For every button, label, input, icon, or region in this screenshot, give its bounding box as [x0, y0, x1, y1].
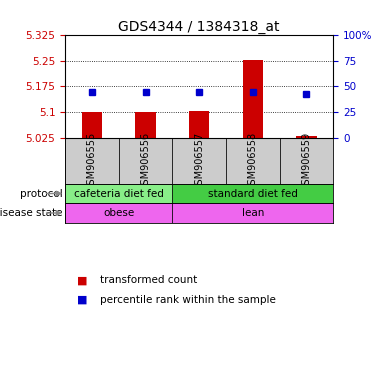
Text: ■: ■: [77, 295, 87, 305]
Bar: [280, 138, 333, 184]
Bar: [172, 184, 333, 203]
Bar: [189, 111, 210, 138]
Text: GSM906555: GSM906555: [87, 131, 97, 191]
Bar: [65, 184, 172, 203]
Text: standard diet fed: standard diet fed: [208, 189, 298, 199]
Bar: [172, 138, 226, 184]
Text: GSM906556: GSM906556: [141, 131, 151, 190]
Text: GSM906559: GSM906559: [301, 131, 311, 190]
Bar: [242, 60, 263, 138]
Bar: [119, 138, 172, 184]
Text: lean: lean: [242, 208, 264, 218]
Text: disease state: disease state: [0, 208, 62, 218]
Text: transformed count: transformed count: [100, 275, 197, 285]
Text: GSM906558: GSM906558: [248, 131, 258, 190]
Text: percentile rank within the sample: percentile rank within the sample: [100, 295, 275, 305]
Bar: [65, 138, 119, 184]
Title: GDS4344 / 1384318_at: GDS4344 / 1384318_at: [118, 20, 280, 33]
Bar: [65, 203, 172, 223]
Text: obese: obese: [103, 208, 134, 218]
Text: GSM906557: GSM906557: [194, 131, 204, 191]
Text: protocol: protocol: [20, 189, 62, 199]
Text: cafeteria diet fed: cafeteria diet fed: [74, 189, 164, 199]
Bar: [135, 112, 156, 138]
Bar: [82, 112, 102, 138]
Bar: [226, 138, 280, 184]
Text: ■: ■: [77, 275, 87, 285]
Bar: [296, 136, 317, 138]
Bar: [172, 203, 333, 223]
